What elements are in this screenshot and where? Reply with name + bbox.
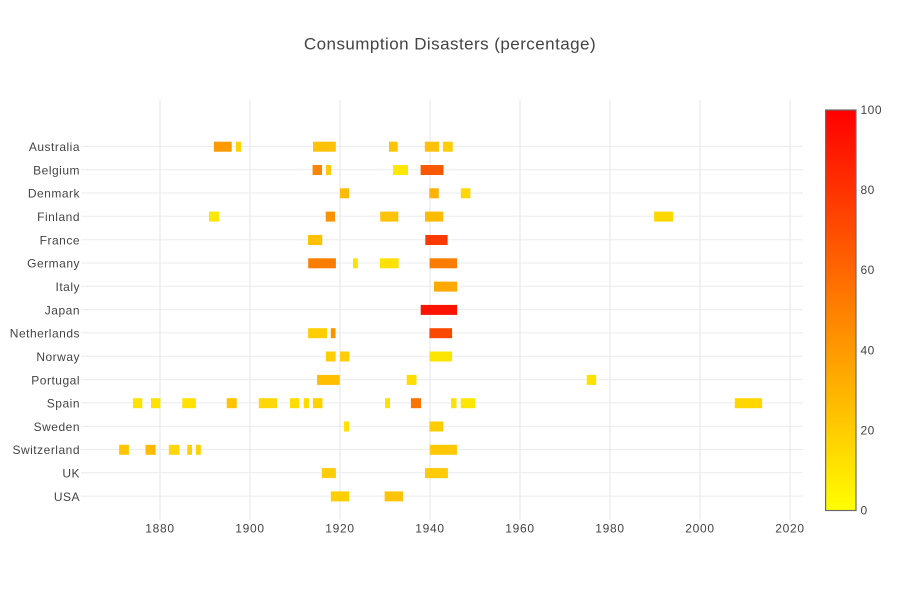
svg-text:Finland: Finland: [37, 210, 80, 224]
svg-text:Switzerland: Switzerland: [12, 443, 80, 457]
svg-text:40: 40: [861, 343, 875, 357]
svg-text:1960: 1960: [505, 522, 535, 536]
svg-text:Australia: Australia: [29, 140, 80, 154]
svg-text:Denmark: Denmark: [28, 187, 81, 201]
svg-text:Italy: Italy: [55, 280, 80, 294]
svg-text:Spain: Spain: [47, 397, 80, 411]
svg-text:1880: 1880: [145, 522, 175, 536]
svg-text:Netherlands: Netherlands: [10, 327, 80, 341]
svg-text:60: 60: [861, 263, 875, 277]
svg-text:80: 80: [861, 183, 875, 197]
svg-text:USA: USA: [54, 490, 80, 504]
svg-text:1980: 1980: [595, 522, 625, 536]
svg-text:2000: 2000: [685, 522, 715, 536]
svg-text:Japan: Japan: [45, 303, 80, 317]
svg-text:UK: UK: [62, 467, 80, 481]
svg-text:100: 100: [861, 103, 883, 117]
svg-text:1920: 1920: [325, 522, 355, 536]
svg-text:Norway: Norway: [36, 350, 80, 364]
svg-text:20: 20: [861, 423, 875, 437]
svg-text:1940: 1940: [415, 522, 445, 536]
svg-text:Germany: Germany: [27, 257, 80, 271]
svg-text:France: France: [40, 233, 80, 247]
svg-text:Portugal: Portugal: [31, 373, 80, 387]
svg-text:Sweden: Sweden: [34, 420, 80, 434]
svg-text:2020: 2020: [775, 522, 805, 536]
svg-text:1900: 1900: [235, 522, 265, 536]
svg-text:Belgium: Belgium: [33, 163, 80, 177]
svg-text:Consumption Disasters (percent: Consumption Disasters (percentage): [304, 34, 596, 53]
svg-text:0: 0: [861, 504, 868, 518]
